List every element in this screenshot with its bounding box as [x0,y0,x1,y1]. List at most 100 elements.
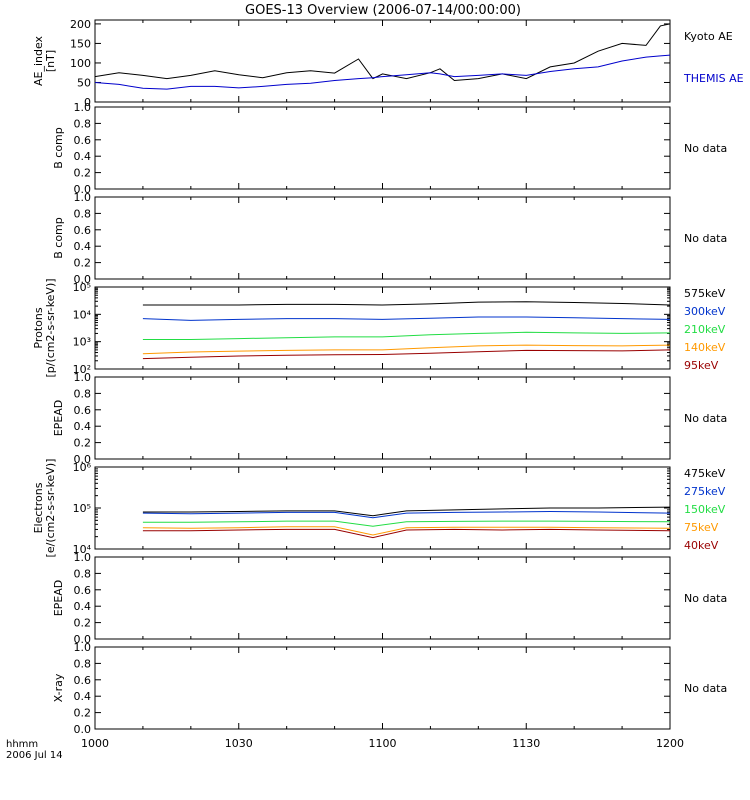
y-tick-label: 0.8 [74,657,92,670]
no-data-label: No data [684,412,727,425]
y-tick-label: 0.2 [74,617,92,630]
panel-7: 0.0 0.2 0.4 0.6 0.8 1.0 EPEAD No data [52,551,727,646]
y-tick-label: 10⁴ [73,308,92,321]
series-line-95kev [142,349,671,360]
y-axis-label-line: [e/(cm2-s-sr-keV)] [44,459,57,558]
panel-2: 0.0 0.2 0.4 0.6 0.8 1.0 B comp No data [52,101,727,196]
panel-8: 0.0 0.2 0.4 0.6 0.8 1.0 X-ray No data [52,641,727,736]
y-tick-label: 50 [77,76,91,89]
y-axis-label: X-ray [52,673,65,702]
x-tick-label: 1200 [656,737,684,750]
series-line-140kev [142,344,671,355]
no-data-label: No data [684,682,727,695]
panel-frame [94,106,671,190]
no-data-label: No data [684,232,727,245]
series-line-575kev [142,301,671,306]
y-axis-label: EPEAD [52,400,65,437]
y-tick-label: 1.0 [74,641,92,654]
time-date-label: 2006 Jul 14 [6,750,63,761]
figure-title: GOES-13 Overview (2006-07-14/00:00:00) [245,3,521,18]
y-tick-label: 0.8 [74,207,92,220]
y-tick-label: 10⁵ [73,502,91,515]
legend-entry: THEMIS AE [683,72,744,85]
y-tick-label: 10⁴ [73,543,92,556]
y-tick-label: 10⁶ [73,461,92,474]
panel-6: 10⁴ 10⁵ 10⁶ Electrons[e/(cm2-s-sr-keV)] 475k… [32,459,726,558]
x-tick-label: 1000 [81,737,109,750]
y-tick-label: 1.0 [74,101,92,114]
y-axis-label-line: AE_index [32,35,45,86]
y-axis-label: B comp [52,217,65,259]
legend-entry: 275keV [684,485,726,498]
y-axis-label-line: EPEAD [52,580,65,617]
y-tick-label: 10³ [73,336,91,349]
legend-entry: 300keV [684,305,726,318]
legend-entry: Kyoto AE [684,30,733,43]
y-tick-label: 0.2 [74,257,92,270]
panel-1: 0 50 100 150 200 AE_index[nT] Kyoto AE THEMIS A… [32,18,744,109]
panel-5: 0.0 0.2 0.4 0.6 0.8 1.0 EPEAD No data [52,371,727,466]
y-tick-label: 0.6 [74,134,92,147]
panel-stack: 0 50 100 150 200 AE_index[nT] Kyoto AE THEMIS A… [32,18,744,750]
y-tick-label: 0.4 [74,420,92,433]
y-tick-label: 0.8 [74,117,92,130]
series-line-150kev [142,520,671,527]
y-axis-label-line: [p/(cm2-s-sr-keV)] [44,278,57,377]
panel-frame [94,646,671,730]
y-tick-label: 0.4 [74,600,92,613]
x-tick-label: 1030 [225,737,253,750]
y-axis-label: EPEAD [52,580,65,617]
y-tick-label: 0.8 [74,567,92,580]
y-tick-label: 0.6 [74,224,92,237]
panel-frame [94,196,671,280]
time-unit-label: hhmm [6,739,38,750]
y-tick-label: 0.0 [74,633,92,646]
panel-frame [94,376,671,460]
panel-3: 0.0 0.2 0.4 0.6 0.8 1.0 B comp No data [52,191,727,286]
panel-frame [94,556,671,640]
y-tick-label: 100 [70,57,91,70]
y-tick-label: 0.0 [74,273,92,286]
x-tick-label: 1100 [369,737,397,750]
legend-entry: 75keV [684,521,719,534]
y-axis-label-line: B comp [52,217,65,259]
y-tick-label: 0.4 [74,690,92,703]
y-tick-label: 0.0 [74,723,92,736]
y-axis-label-line: B comp [52,127,65,169]
x-tick-label: 1130 [512,737,540,750]
y-tick-label: 0.2 [74,707,92,720]
panel-frame [94,19,671,103]
y-tick-label: 0.4 [74,240,92,253]
y-axis-label-line: [nT] [44,50,57,72]
series-line-75kev [142,526,671,536]
y-tick-label: 0.2 [74,167,92,180]
y-tick-label: 10⁵ [73,281,91,294]
y-tick-label: 1.0 [74,191,92,204]
y-tick-label: 0.4 [74,150,92,163]
y-tick-label: 10² [73,363,91,376]
series-line-themis-ae [94,54,671,90]
legend-entry: 210keV [684,323,726,336]
no-data-label: No data [684,592,727,605]
series-line-40kev [142,528,671,539]
y-axis-label: B comp [52,127,65,169]
y-tick-label: 0.0 [74,453,92,466]
legend-entry: 40keV [684,539,719,552]
series-line-210kev [142,331,671,340]
series-line-kyoto-ae [94,23,671,82]
series-line-275kev [142,510,671,519]
panel-4: 10² 10³ 10⁴ 10⁵ Protons[p/(cm2-s-sr-keV)] 575… [32,278,726,377]
y-tick-label: 0.8 [74,387,92,400]
y-axis-label-line: Electrons [32,482,45,533]
panel-frame [94,286,671,370]
y-tick-label: 0.6 [74,404,92,417]
legend-entry: 475keV [684,467,726,480]
y-tick-label: 0.6 [74,584,92,597]
y-tick-label: 0.0 [74,183,92,196]
legend-entry: 575keV [684,287,726,300]
legend-entry: 140keV [684,341,726,354]
y-tick-label: 0.2 [74,437,92,450]
y-axis-label-line: Protons [32,307,45,348]
y-tick-label: 150 [70,37,91,50]
